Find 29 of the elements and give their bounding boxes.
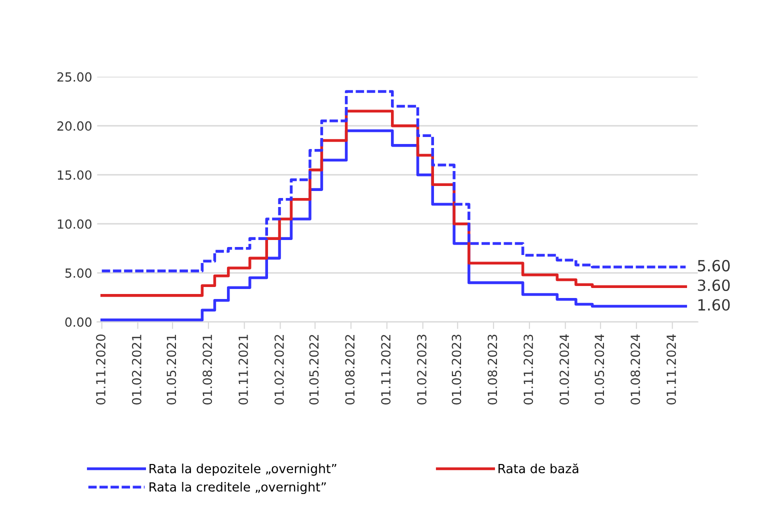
- legend-label: Rata de bază: [498, 464, 578, 474]
- y-tick-label: 25.00: [57, 72, 92, 82]
- x-tick-label: 01.08.2021: [202, 334, 212, 404]
- x-tick-label: 01.08.2023: [488, 334, 498, 404]
- y-tick-label: 20.00: [57, 121, 92, 131]
- x-tick-label: 01.05.2024: [594, 334, 604, 404]
- x-tick-label: 01.11.2021: [238, 334, 248, 404]
- x-tick-label: 01.05.2023: [452, 334, 462, 404]
- annotation: 5.60: [698, 260, 730, 272]
- x-tick-label: 01.11.2022: [381, 334, 391, 404]
- y-tick-label: 10.00: [58, 219, 92, 229]
- annotation: 3.60: [698, 279, 730, 292]
- x-tick-label: 01.11.2024: [666, 334, 676, 404]
- y-tick-label: 15.00: [58, 170, 92, 180]
- x-tick-label: 01.11.2023: [524, 334, 534, 404]
- legend-label: Rata la creditele „overnight”: [150, 482, 326, 494]
- x-tick-label: 01.08.2024: [630, 334, 640, 404]
- x-tick-label: 01.05.2022: [309, 334, 319, 404]
- x-tick-label: 01.05.2021: [166, 334, 176, 404]
- x-tick-label: 01.11.2020: [96, 334, 106, 404]
- legend-label: Rata la depozitele „overnight”: [150, 464, 336, 476]
- x-tick-label: 01.02.2024: [560, 334, 569, 404]
- y-tick-label: 0.00: [65, 317, 92, 327]
- x-tick-label: 01.02.2022: [274, 334, 284, 404]
- y-tick-label: 5.00: [65, 268, 92, 278]
- x-tick-label: 01.02.2021: [132, 334, 142, 404]
- annotation: 1.60: [698, 299, 730, 311]
- x-tick-label: 01.02.2023: [417, 334, 426, 404]
- x-tick-label: 01.08.2022: [345, 334, 355, 404]
